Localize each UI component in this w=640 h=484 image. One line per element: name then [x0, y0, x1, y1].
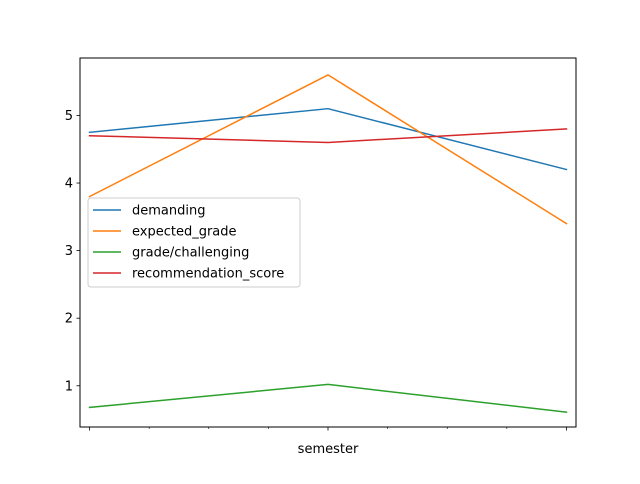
ticks: 1 2 3 4 5: [65, 109, 567, 431]
y-tick-label-2: 3: [65, 244, 73, 259]
x-axis-label: semester: [298, 442, 359, 457]
legend-label-3: recommendation_score: [132, 267, 284, 282]
series-line-1: [88, 74, 568, 225]
y-tick-label-3: 4: [65, 177, 73, 192]
legend-label-2: grade/challenging: [132, 246, 249, 261]
series-lines: [88, 74, 568, 413]
legend: demanding expected_grade grade/challenging…: [87, 197, 301, 288]
y-tick-label-1: 2: [65, 312, 73, 327]
y-tick-label-4: 5: [65, 109, 73, 124]
series-line-2: [88, 383, 568, 413]
series-line-0: [88, 107, 568, 171]
legend-label-0: demanding: [132, 204, 205, 219]
series-line-3: [88, 128, 568, 144]
y-tick-label-0: 1: [65, 379, 73, 394]
legend-label-1: expected_grade: [132, 225, 237, 240]
legend-box: [87, 197, 301, 288]
